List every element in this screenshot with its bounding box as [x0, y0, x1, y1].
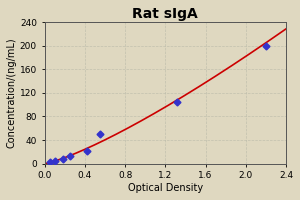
Y-axis label: Concentration/(ng/mL): Concentration/(ng/mL) [7, 38, 17, 148]
X-axis label: Optical Density: Optical Density [128, 183, 203, 193]
Title: Rat sIgA: Rat sIgA [132, 7, 198, 21]
